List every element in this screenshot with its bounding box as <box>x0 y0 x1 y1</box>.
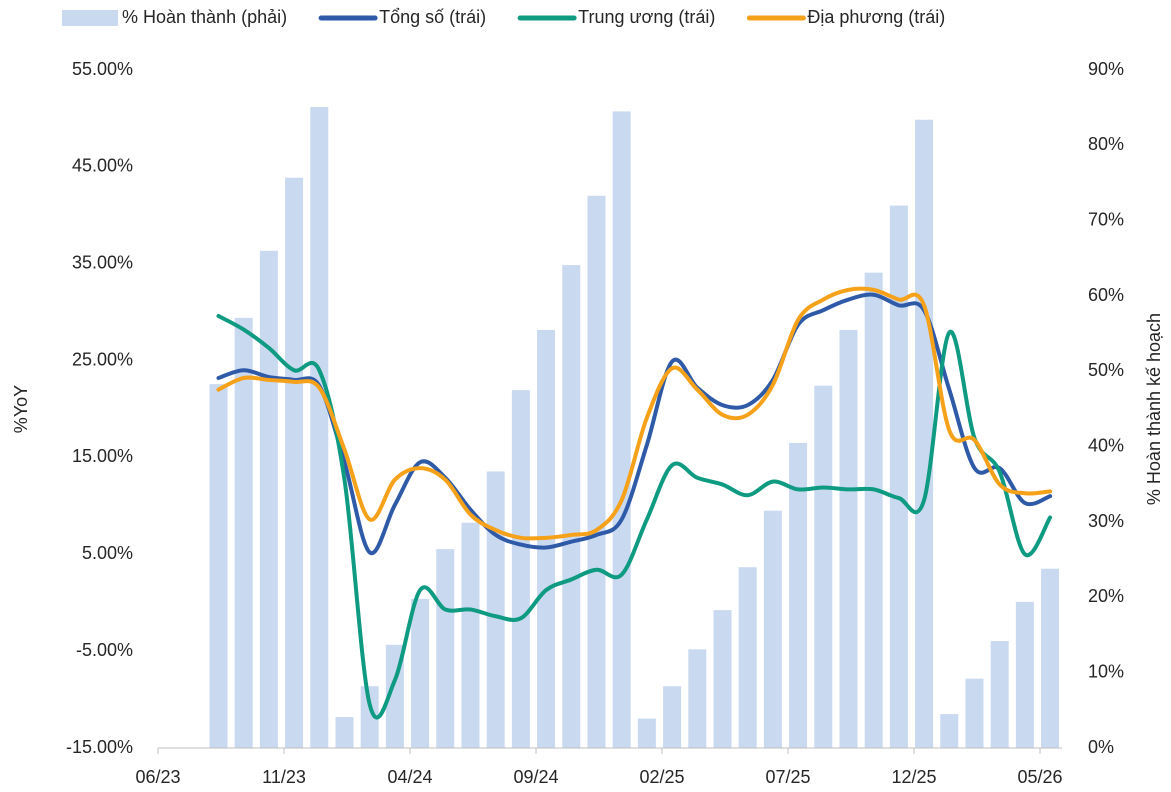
bar <box>335 717 354 748</box>
x-tick-label: 12/25 <box>891 767 936 787</box>
line <box>216 292 1053 556</box>
bar <box>915 119 934 749</box>
bar <box>940 714 959 748</box>
bar <box>612 111 631 748</box>
x-tick-label: 02/25 <box>639 767 684 787</box>
bar <box>562 265 581 748</box>
legend-label: Trung ương (trái) <box>578 7 715 27</box>
bar <box>486 471 505 748</box>
x-tick-label: 09/24 <box>513 767 558 787</box>
legend-label: % Hoàn thành (phải) <box>122 7 287 27</box>
bar <box>814 385 833 748</box>
y2-tick-label: 0% <box>1088 737 1114 757</box>
y2-tick-label: 90% <box>1088 59 1124 79</box>
bar <box>688 649 707 748</box>
y-tick-label: 25.00% <box>72 349 133 369</box>
bar <box>234 317 253 748</box>
bar <box>763 510 782 748</box>
y2-tick-label: 30% <box>1088 511 1124 531</box>
bar <box>663 686 682 748</box>
bar <box>1015 601 1034 748</box>
bar <box>411 598 430 748</box>
bar <box>259 250 278 749</box>
bar <box>461 522 480 748</box>
y2-tick-label: 70% <box>1088 209 1124 229</box>
bar <box>789 442 808 748</box>
y-tick-label: 45.00% <box>72 156 133 176</box>
y-tick-label: -5.00% <box>76 640 133 660</box>
y2-tick-label: 50% <box>1088 360 1124 380</box>
y2-tick-label: 60% <box>1088 285 1124 305</box>
bar <box>990 641 1009 748</box>
bar <box>1041 568 1060 748</box>
bar <box>738 567 757 748</box>
y-tick-label: 5.00% <box>82 543 133 563</box>
x-tick-label: 06/23 <box>135 767 180 787</box>
x-tick-label: 05/26 <box>1017 767 1062 787</box>
bar <box>839 329 858 748</box>
bar <box>864 272 883 748</box>
y2-tick-label: 10% <box>1088 661 1124 681</box>
legend-label: Tổng số (trái) <box>379 7 486 27</box>
bar <box>511 390 530 748</box>
x-tick-label: 07/25 <box>765 767 810 787</box>
bar <box>637 718 656 748</box>
bar <box>360 686 379 748</box>
y2-axis-label: % Hoàn thành kế hoạch <box>1144 313 1164 505</box>
y2-tick-label: 80% <box>1088 134 1124 154</box>
legend-swatch <box>62 10 118 26</box>
y-axis-label: %YoY <box>11 385 31 433</box>
bar <box>310 106 329 748</box>
y2-tick-label: 40% <box>1088 435 1124 455</box>
line <box>216 286 1053 541</box>
y-tick-label: 15.00% <box>72 446 133 466</box>
legend-label: Địa phương (trái) <box>807 7 945 27</box>
y-tick-label: 35.00% <box>72 252 133 272</box>
x-tick-label: 11/23 <box>262 767 306 787</box>
line <box>216 314 1053 720</box>
bar <box>209 384 228 748</box>
bar <box>889 205 908 749</box>
y-tick-label: 55.00% <box>72 59 133 79</box>
y-tick-label: -15.00% <box>66 737 133 757</box>
bar <box>713 610 732 748</box>
x-tick-label: 04/24 <box>387 767 432 787</box>
bar <box>965 678 984 748</box>
bar <box>587 195 606 749</box>
bar <box>436 549 455 748</box>
bar <box>285 177 304 748</box>
y2-tick-label: 20% <box>1088 586 1124 606</box>
